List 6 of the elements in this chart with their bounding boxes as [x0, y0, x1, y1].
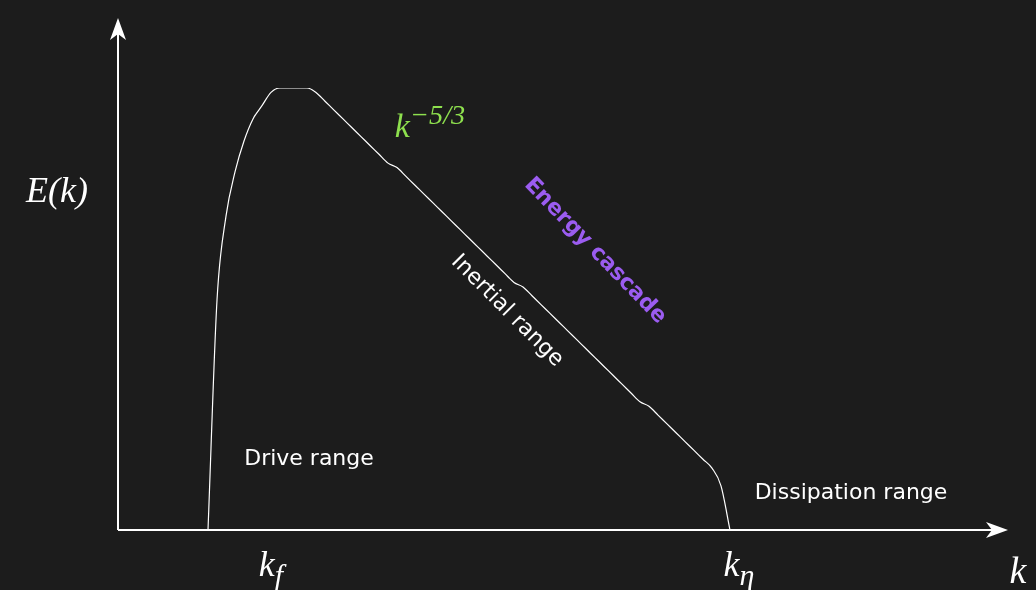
annotation: Dissipation range [754, 479, 948, 504]
x-tick-label: k$_{η}$ [723, 544, 755, 590]
annotation: Drive range [244, 445, 374, 470]
x-axis-title: k [1009, 549, 1027, 590]
y-axis-title: E(k) [26, 170, 88, 210]
annotation: k$^{−5/3}$ [394, 99, 466, 144]
